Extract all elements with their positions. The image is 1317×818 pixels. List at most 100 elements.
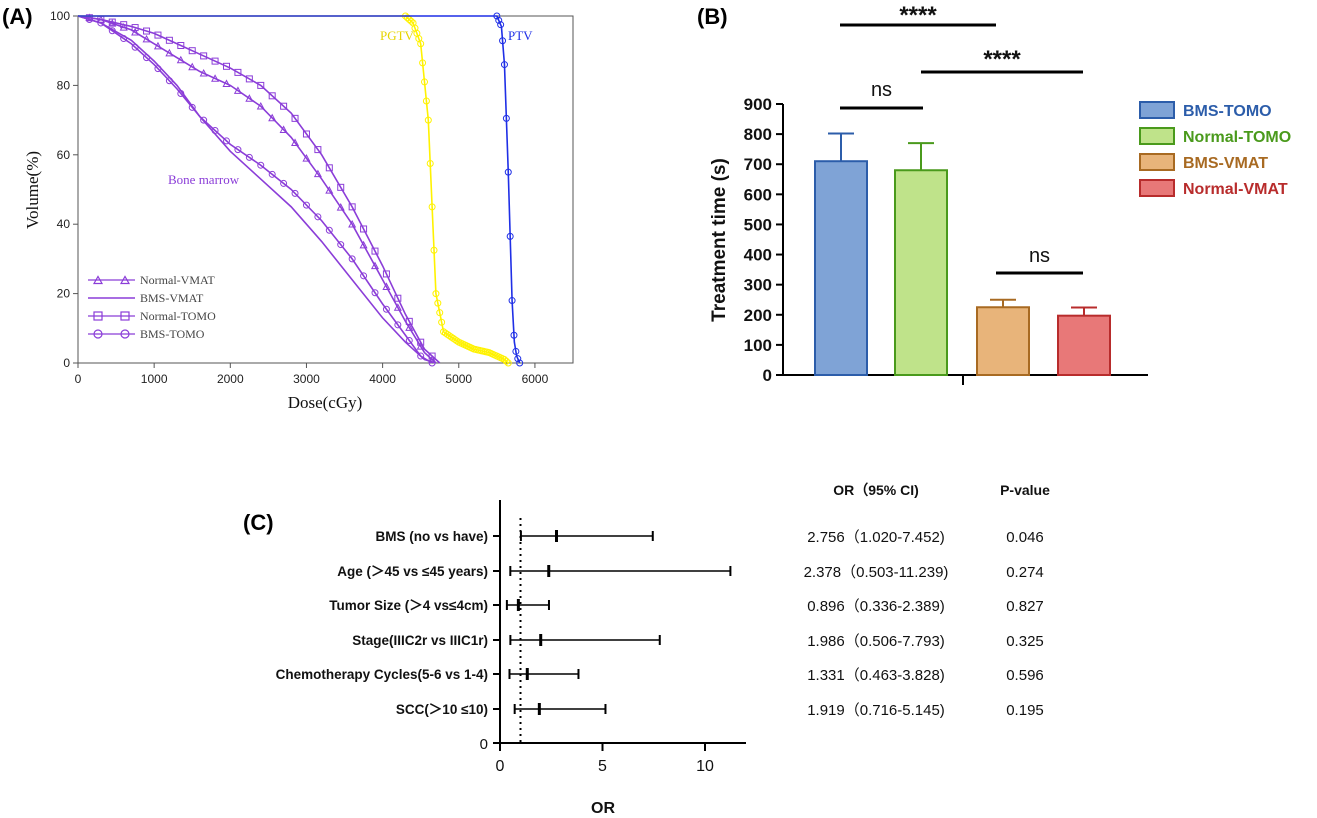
a-xtick-label: 6000 xyxy=(522,372,549,386)
significance-label: ns xyxy=(871,79,892,101)
forest-p-value: 0.274 xyxy=(1006,564,1044,581)
a-marker-circle xyxy=(405,336,413,344)
a-marker-triangle xyxy=(405,323,414,331)
a-marker-square xyxy=(291,114,299,122)
legend-a-normal-vmat-label: Normal-VMAT xyxy=(140,273,215,287)
a-marker-square xyxy=(245,75,253,83)
a-ytick-label: 100 xyxy=(50,9,70,23)
a-marker-triangle xyxy=(233,86,242,94)
legend-b-swatch xyxy=(1139,179,1175,197)
a-marker-triangle xyxy=(119,23,128,31)
a-marker-circle xyxy=(234,146,242,154)
a-xtick-label: 3000 xyxy=(293,372,320,386)
a-ytick-label: 20 xyxy=(57,287,71,301)
bar-rect-bms-tomo xyxy=(814,160,868,376)
legend-a-bms-tomo: BMS-TOMO xyxy=(88,327,205,341)
a-marker-square xyxy=(165,36,173,44)
header-p-value: P-value xyxy=(1000,482,1050,498)
a-marker-triangle xyxy=(313,169,322,178)
b-ytick-label: 0 xyxy=(763,366,772,385)
a-marker-circle xyxy=(421,78,428,86)
panel-a-ylabel: Volume(%) xyxy=(23,151,42,229)
a-marker-circle xyxy=(453,337,461,345)
legend-a-normal-tomo: Normal-TOMO xyxy=(88,309,216,323)
panel-b-bars xyxy=(814,132,1111,377)
a-marker-square xyxy=(131,24,139,32)
forest-or-ci-text: 0.896（0.336-2.389) xyxy=(807,598,945,615)
a-marker-square xyxy=(223,62,230,70)
a-marker-triangle xyxy=(199,68,208,77)
a-marker-circle xyxy=(325,226,333,234)
a-ytick-label: 80 xyxy=(57,78,71,92)
b-ytick-label: 500 xyxy=(744,215,772,234)
panel-c-forest-plot: 00 5 10 BMS (no vs have) 2.756（1.020-7.452) 0… xyxy=(276,500,1044,775)
a-marker-square xyxy=(382,270,390,278)
a-marker-circle xyxy=(108,27,116,35)
forest-row: Age (＞45 vs ≤45 years) 2.378（0.503-11.239… xyxy=(337,564,1044,581)
a-marker-circle xyxy=(268,170,276,178)
forest-p-value: 0.827 xyxy=(1006,598,1044,615)
c-ytick-label: 0 xyxy=(480,736,488,753)
panel-b-significance: **** ns **** ns xyxy=(840,2,1083,275)
forest-or-ci-text: 1.331（0.463-3.828) xyxy=(807,667,945,684)
panel-label-b: (B) xyxy=(697,4,728,29)
a-marker-square xyxy=(337,183,345,191)
legend-b-swatch xyxy=(1139,153,1175,171)
panel-a-axis-ticks: 0 1000 2000 3000 4000 5000 6000 0 20 40 60 80 100 xyxy=(50,9,549,386)
a-marker-circle xyxy=(512,347,520,355)
a-marker-square xyxy=(108,18,116,26)
a-marker-square xyxy=(188,47,196,55)
a-marker-circle xyxy=(403,14,411,22)
forest-or-ci-text: 2.756（1.020-7.452) xyxy=(807,529,945,546)
a-marker-triangle xyxy=(359,240,368,249)
panel-a-series xyxy=(77,12,524,367)
a-marker-square xyxy=(85,14,93,22)
b-ytick-label: 100 xyxy=(744,336,772,355)
a-xtick-label: 1000 xyxy=(141,372,168,386)
panel-label-a: (A) xyxy=(2,4,33,29)
a-marker-square xyxy=(302,130,310,138)
a-marker-circle xyxy=(514,355,522,363)
a-marker-circle xyxy=(495,16,503,24)
a-marker-circle xyxy=(434,299,442,307)
legend-a-bms-vmat-label: BMS-VMAT xyxy=(140,291,204,305)
b-ytick-label: 300 xyxy=(744,276,772,295)
a-marker-circle xyxy=(500,61,508,69)
a-marker-circle xyxy=(188,103,196,111)
legend-b-bms-tomo: BMS-TOMO xyxy=(1139,101,1272,120)
a-marker-triangle xyxy=(348,219,357,228)
a-marker-circle xyxy=(516,359,524,367)
legend-b-swatch xyxy=(1139,127,1175,145)
a-marker-square xyxy=(177,41,185,49)
a-marker-triangle xyxy=(153,41,162,50)
forest-p-value: 0.195 xyxy=(1006,702,1044,719)
a-line-bms-vmat xyxy=(77,15,437,364)
a-marker-circle xyxy=(424,116,432,124)
a-marker-circle xyxy=(314,213,322,221)
a-line-normal-tomo xyxy=(77,15,441,364)
a-ytick-label: 60 xyxy=(57,148,71,162)
a-ytick-label: 0 xyxy=(63,356,70,370)
a-marker-circle xyxy=(422,97,430,105)
annotation-ptv: PTV xyxy=(508,28,533,43)
legend-b-bms-vmat: BMS-VMAT xyxy=(1139,153,1268,172)
panel-c-xlabel: OR xyxy=(591,800,615,817)
forest-or-ci-text: 1.919（0.716-5.145) xyxy=(807,702,945,719)
b-ytick-label: 200 xyxy=(744,306,772,325)
a-ytick-label: 40 xyxy=(57,217,71,231)
a-line-bms-tomo xyxy=(77,15,433,364)
panel-b-ylabel: Treatment time (s) xyxy=(709,158,730,322)
a-marker-square xyxy=(417,338,425,346)
panel-a-xlabel: Dose(cGy) xyxy=(288,393,363,412)
legend-b-normal-vmat: Normal-VMAT xyxy=(1139,179,1288,198)
a-marker-circle xyxy=(223,137,230,145)
a-marker-circle xyxy=(432,290,440,298)
significance-label: **** xyxy=(983,46,1021,73)
legend-b-label: BMS-TOMO xyxy=(1183,103,1272,120)
b-ytick-label: 700 xyxy=(744,155,772,174)
a-series-ptv xyxy=(78,12,524,367)
bar-rect-normal-vmat xyxy=(1057,314,1111,377)
a-marker-square xyxy=(120,21,128,29)
legend-b-swatch xyxy=(1139,101,1175,119)
a-marker-circle xyxy=(394,321,402,329)
